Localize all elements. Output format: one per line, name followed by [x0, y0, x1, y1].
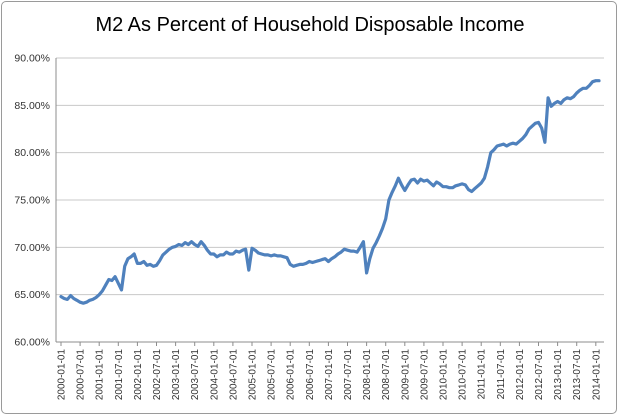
x-tick-label: 2012-01-01	[515, 349, 526, 401]
x-tick-label: 2006-01-01	[286, 349, 297, 401]
x-tick-label: 2006-07-01	[305, 349, 316, 401]
x-tick-label: 2001-01-01	[95, 349, 106, 401]
x-tick-label: 2011-01-01	[477, 349, 488, 400]
y-tick-label: 80.00%	[14, 147, 50, 159]
x-tick-label: 2014-01-01	[591, 349, 602, 401]
x-axis-ticks: 2000-01-01 2000-07-01 2001-01-01 2001-07-01…	[57, 349, 603, 401]
x-tick-label: 2003-01-01	[171, 349, 182, 401]
y-tick-label: 65.00%	[14, 289, 50, 301]
grid-lines	[56, 57, 604, 296]
x-tick-label: 2003-07-01	[190, 349, 201, 401]
y-tick-label: 70.00%	[14, 242, 50, 254]
y-axis-ticks: 60.00% 65.00% 70.00% 75.00% 80.00% 85.00% 90.0…	[14, 53, 50, 349]
x-tick-label: 2005-07-01	[267, 349, 278, 401]
chart-title: M2 As Percent of Household Disposable In…	[95, 14, 525, 36]
x-tick-label: 2009-01-01	[400, 349, 411, 401]
x-tick-label: 2013-07-01	[572, 349, 583, 401]
x-tick-label: 2010-01-01	[439, 349, 450, 401]
x-tick-label: 2001-07-01	[114, 349, 125, 401]
y-tick-label: 90.00%	[14, 53, 50, 65]
x-tick-label: 2005-01-01	[248, 349, 259, 401]
x-tick-label: 2011-07-01	[496, 349, 507, 400]
x-tick-label: 2010-07-01	[458, 349, 469, 401]
y-tick-label: 75.00%	[14, 195, 50, 207]
x-tick-label: 2002-01-01	[133, 349, 144, 401]
x-tick-label: 2013-01-01	[553, 349, 564, 401]
axes	[55, 58, 604, 346]
x-tick-label: 2002-07-01	[152, 349, 163, 401]
x-tick-label: 2000-01-01	[57, 349, 68, 401]
y-tick-label: 85.00%	[14, 100, 50, 112]
y-tick-label: 60.00%	[14, 337, 50, 349]
x-tick-label: 2008-07-01	[381, 349, 392, 401]
x-tick-label: 2009-07-01	[419, 349, 430, 401]
series-line	[59, 79, 601, 305]
x-tick-label: 2004-07-01	[228, 349, 239, 401]
x-tick-label: 2007-07-01	[343, 349, 354, 401]
x-tick-label: 2000-07-01	[76, 349, 87, 401]
x-tick-label: 2007-01-01	[324, 349, 335, 401]
x-tick-label: 2012-07-01	[534, 349, 545, 401]
series-layer	[59, 79, 601, 305]
x-tick-label: 2004-01-01	[209, 349, 220, 401]
x-tick-label: 2008-01-01	[362, 349, 373, 401]
